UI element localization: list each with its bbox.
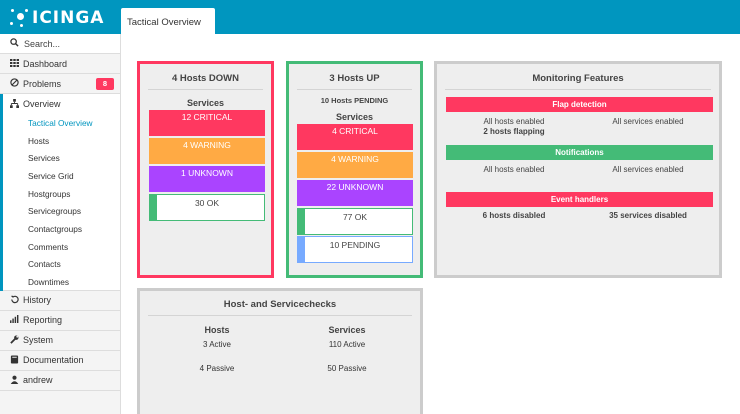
sidebar: Search... Dashboard Problems 8 Overview …	[0, 34, 121, 414]
search-input[interactable]: Search...	[24, 38, 61, 49]
search-icon	[9, 38, 19, 49]
warning-services-bar[interactable]: 4 WARNING	[149, 138, 265, 164]
sidebar-sub-tactical-overview[interactable]: Tactical Overview	[28, 117, 93, 128]
hosts-down-panel: 4 Hosts DOWN Services 12 CRITICAL 4 WARN…	[137, 61, 274, 278]
ok-label: 30 OK	[194, 198, 220, 208]
services-label: Services	[186, 98, 225, 108]
sidebar-item-label: Overview	[23, 99, 61, 109]
pending-marker	[297, 236, 305, 263]
pending-label: 10 PENDING	[329, 240, 381, 250]
sidebar-item-problems[interactable]: Problems 8	[0, 74, 120, 94]
event-handlers-toggle[interactable]: Event handlers	[446, 192, 713, 207]
sitemap-icon	[9, 98, 19, 110]
book-icon	[9, 355, 19, 366]
services-active-count[interactable]: 110 Active	[328, 340, 366, 349]
ok-services-bar[interactable]: 30 OK	[149, 194, 265, 221]
checks-panel: Host- and Servicechecks Hosts 3 Active 4…	[137, 288, 423, 414]
sidebar-sub-contactgroups[interactable]: Contactgroups	[28, 223, 82, 234]
services-passive-count[interactable]: 50 Passive	[327, 364, 367, 373]
bar-chart-icon	[9, 315, 19, 325]
sidebar-sub-hosts[interactable]: Hosts	[28, 135, 50, 146]
problems-icon	[9, 78, 19, 89]
tab-tactical-overview[interactable]: Tactical Overview	[121, 8, 215, 36]
hosts-passive-count[interactable]: 4 Passive	[199, 364, 235, 373]
hosts-active-count[interactable]: 3 Active	[202, 340, 231, 349]
checks-hosts-label: Hosts	[204, 325, 230, 335]
sidebar-item-overview[interactable]: Overview	[3, 94, 120, 114]
monitoring-features-title: Monitoring Features	[532, 73, 624, 84]
pending-services-bar[interactable]: 10 PENDING	[297, 236, 413, 263]
sidebar-item-label: andrew	[23, 375, 53, 386]
checks-services-column: Services 110 Active 50 Passive	[282, 325, 412, 373]
sidebar-item-label: Problems	[23, 78, 62, 89]
sidebar-item-history[interactable]: History	[0, 291, 120, 311]
sidebar-item-label: Reporting	[23, 315, 63, 326]
sidebar-item-dashboard[interactable]: Dashboard	[0, 54, 120, 74]
sidebar-overview-group: Overview Tactical Overview Hosts Service…	[0, 94, 120, 291]
wrench-icon	[9, 335, 19, 346]
search-field[interactable]: Search...	[0, 34, 120, 54]
notifications-toggle[interactable]: Notifications	[446, 145, 713, 160]
sidebar-sub-service-grid[interactable]: Service Grid	[28, 170, 74, 181]
event-handlers-hosts-status[interactable]: 6 hosts disabled	[482, 211, 546, 220]
checks-hosts-column: Hosts 3 Active 4 Passive	[152, 325, 282, 373]
sidebar-sub-contacts[interactable]: Contacts	[28, 259, 61, 270]
flap-detection-toggle[interactable]: Flap detection	[446, 97, 713, 112]
user-icon	[9, 375, 19, 386]
sidebar-sub-services[interactable]: Services	[28, 153, 60, 164]
sidebar-item-label: System	[23, 335, 54, 346]
flap-services-status: All services enabled	[612, 117, 684, 126]
critical-services-bar[interactable]: 12 CRITICAL	[149, 110, 265, 136]
divider	[445, 89, 711, 90]
sidebar-item-user[interactable]: andrew	[0, 371, 120, 391]
divider	[148, 89, 263, 90]
flap-hosts-flapping[interactable]: 2 hosts flapping	[483, 127, 545, 136]
warning-services-bar[interactable]: 4 WARNING	[297, 152, 413, 178]
unknown-services-bar[interactable]: 1 UNKNOWN	[149, 166, 265, 192]
ok-marker	[297, 208, 305, 235]
checks-services-label: Services	[328, 325, 366, 335]
sidebar-item-label: Documentation	[23, 355, 84, 366]
sidebar-item-reporting[interactable]: Reporting	[0, 311, 120, 331]
sidebar-item-label: History	[23, 295, 52, 306]
ok-marker	[149, 194, 157, 221]
divider	[297, 89, 412, 90]
hosts-down-title[interactable]: 4 Hosts DOWN	[171, 73, 240, 84]
unknown-services-bar[interactable]: 22 UNKNOWN	[297, 180, 413, 206]
dashboard-icon	[9, 58, 19, 69]
sidebar-item-label: Dashboard	[23, 58, 68, 69]
logo-mark-icon	[10, 8, 28, 28]
services-label: Services	[335, 112, 374, 122]
ok-label: 77 OK	[342, 212, 368, 222]
notifications-hosts-status: All hosts enabled	[483, 165, 545, 174]
history-icon	[9, 295, 19, 306]
sidebar-sub-comments[interactable]: Comments	[28, 241, 69, 252]
sidebar-sub-servicegroups[interactable]: Servicegroups	[28, 206, 82, 217]
checks-title: Host- and Servicechecks	[223, 299, 337, 310]
flap-hosts-status: All hosts enabled	[483, 117, 545, 126]
problems-count-badge: 8	[96, 78, 114, 90]
sidebar-item-system[interactable]: System	[0, 331, 120, 351]
top-bar: icinga Tactical Overview	[0, 0, 740, 36]
monitoring-features-panel: Monitoring Features Flap detection All h…	[434, 61, 722, 278]
sidebar-sub-downtimes[interactable]: Downtimes	[3, 273, 120, 291]
logo-text: icinga	[32, 8, 105, 28]
divider	[148, 315, 412, 316]
hosts-up-panel: 3 Hosts UP 10 Hosts PENDING Services 4 C…	[286, 61, 423, 278]
pending-hosts-link[interactable]: 10 Hosts PENDING	[320, 96, 389, 105]
icinga-logo[interactable]: icinga	[10, 7, 104, 29]
sidebar-sub-hostgroups[interactable]: Hostgroups	[28, 188, 71, 199]
critical-services-bar[interactable]: 4 CRITICAL	[297, 124, 413, 150]
event-handlers-services-status[interactable]: 35 services disabled	[609, 211, 687, 220]
ok-services-bar[interactable]: 77 OK	[297, 208, 413, 235]
sidebar-item-documentation[interactable]: Documentation	[0, 351, 120, 371]
notifications-services-status: All services enabled	[612, 165, 684, 174]
hosts-up-title[interactable]: 3 Hosts UP	[329, 73, 380, 84]
